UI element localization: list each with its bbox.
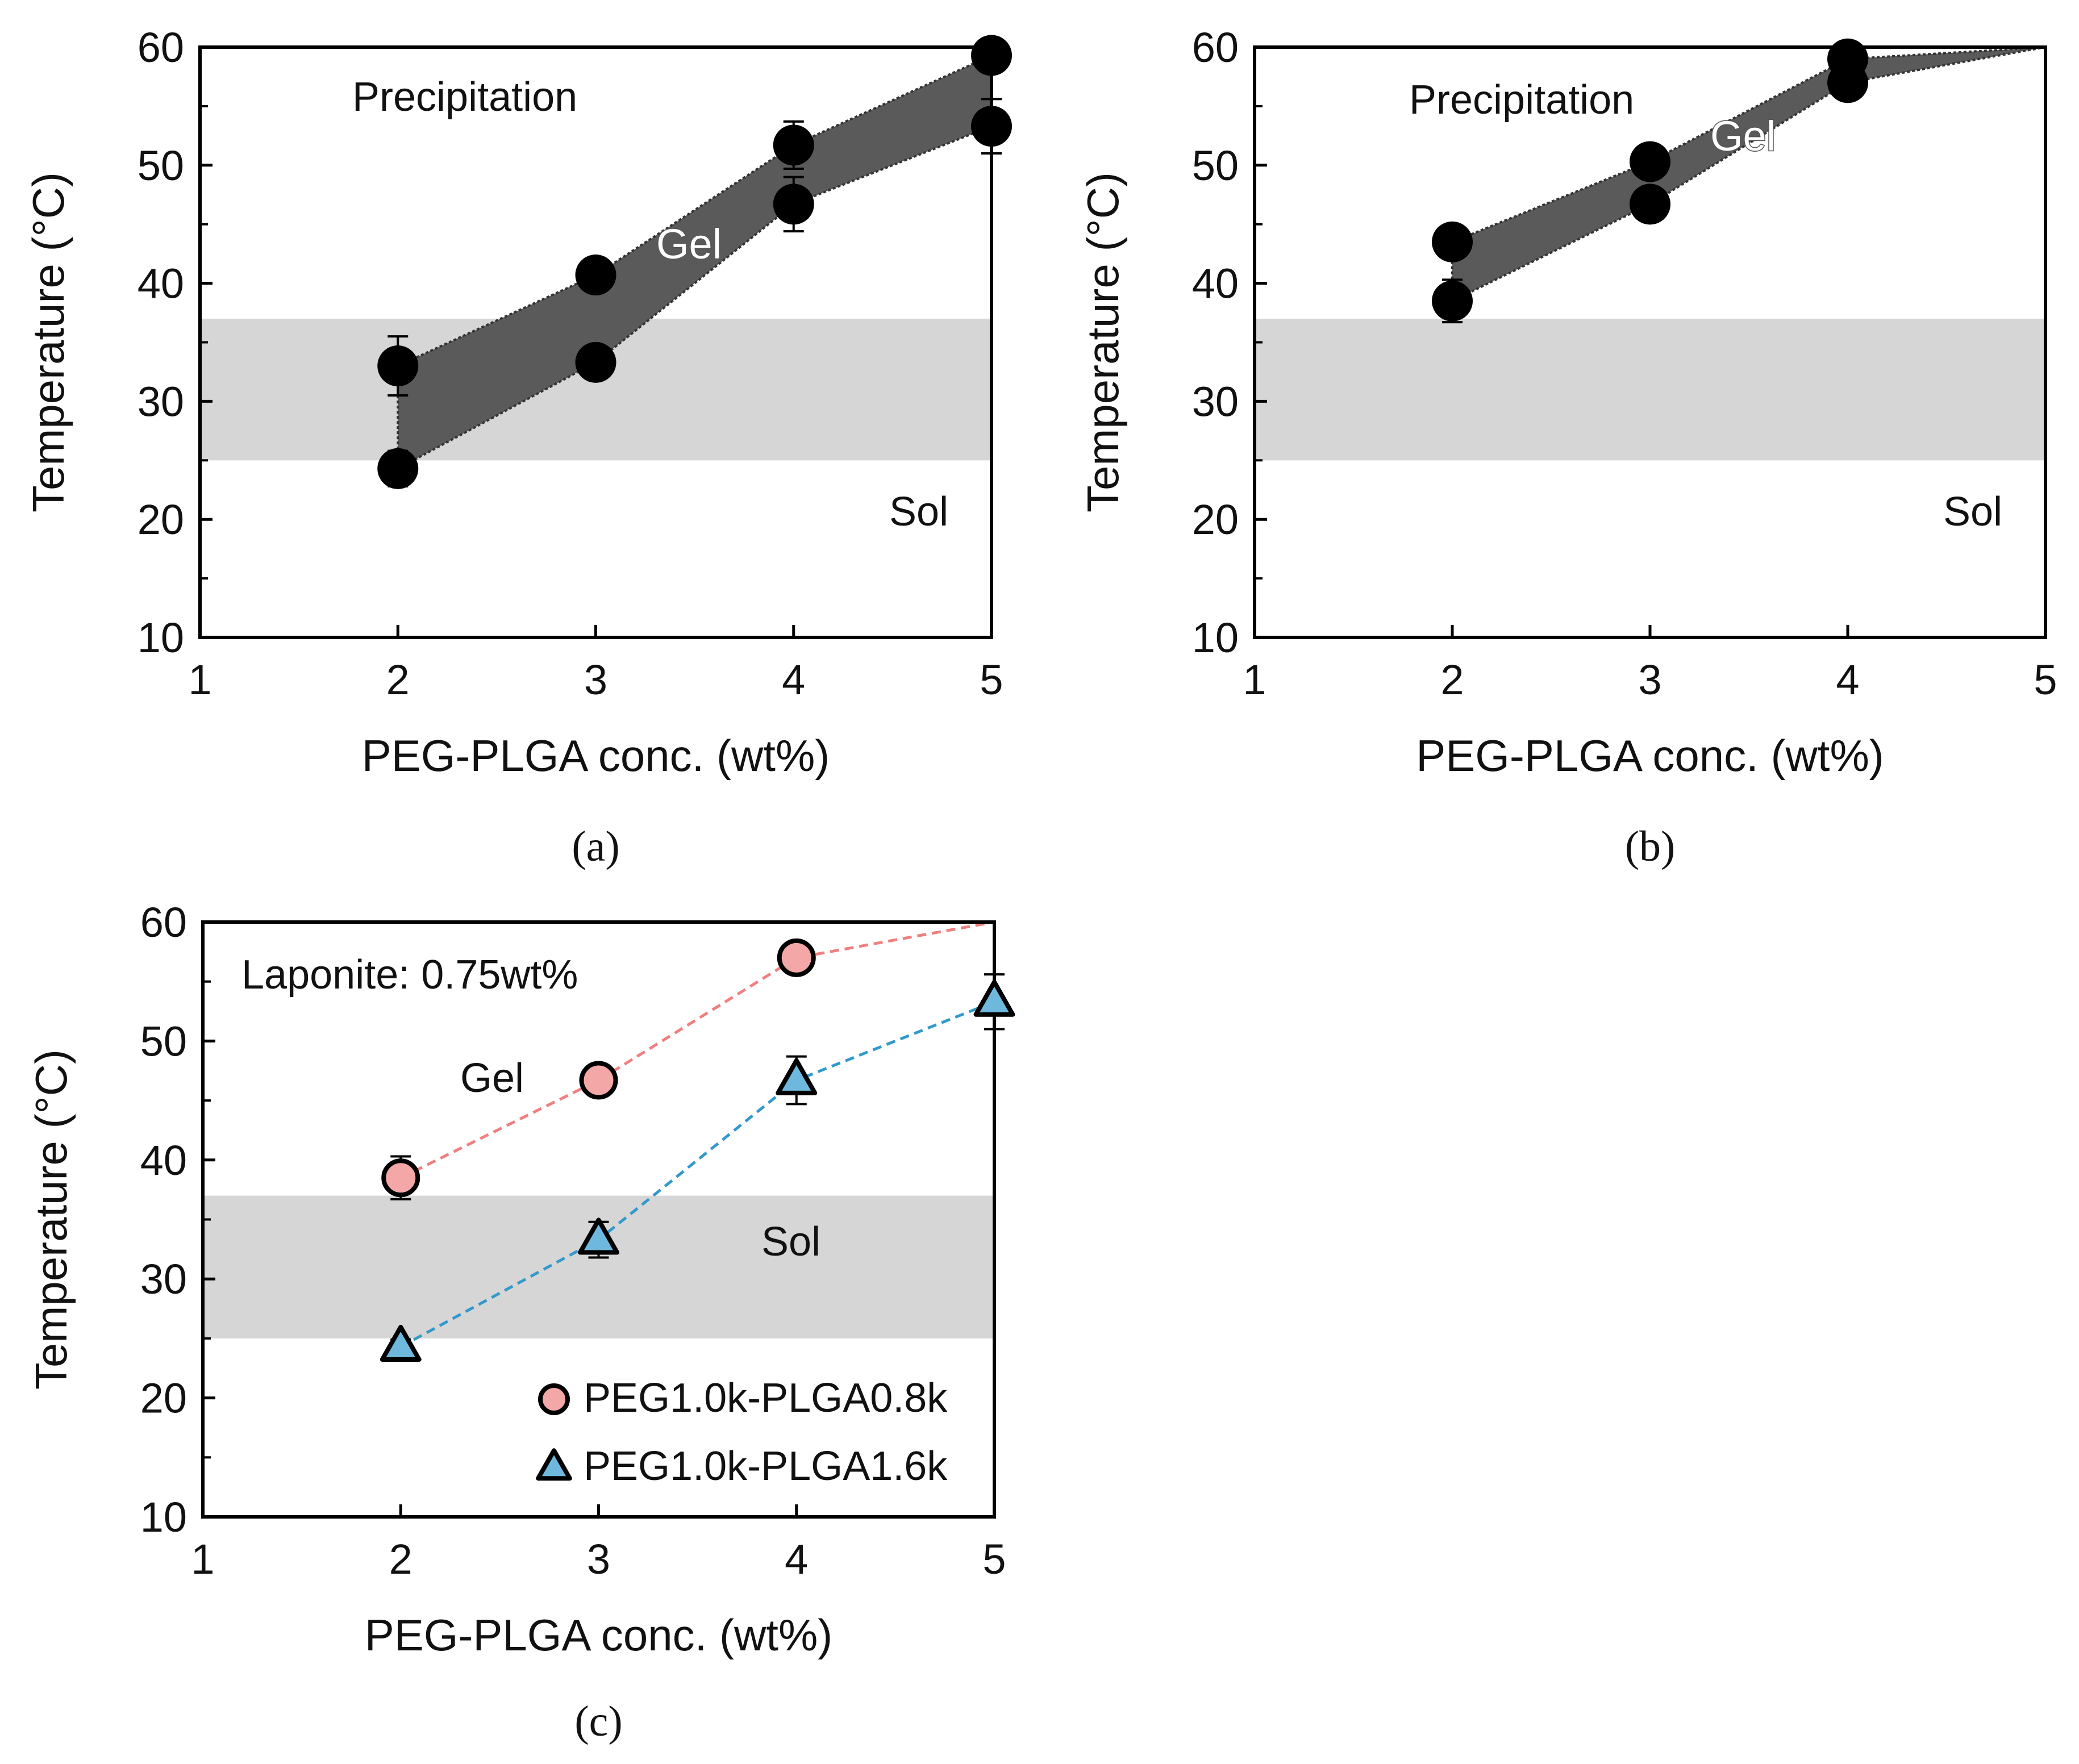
data-point-triangle: [578, 1217, 619, 1255]
y-tick-label: 40: [1192, 260, 1239, 307]
sol-label: Sol: [889, 489, 948, 535]
x-axis-title: PEG-PLGA conc. (wt%): [1416, 731, 1884, 781]
y-tick-label: 60: [140, 899, 187, 946]
data-point: [1827, 62, 1868, 103]
x-tick-label: 3: [587, 1536, 610, 1583]
x-axis-title: PEG-PLGA conc. (wt%): [362, 731, 830, 781]
chart-panel-c: 10 20 30 40 50 60 1 2 3 4 5 PEG-PLGA conc. (wt%) Tem…: [26, 899, 1015, 1745]
panel-label: (a): [572, 823, 619, 870]
legend-marker-triangle: [536, 1448, 572, 1481]
series-line: [400, 1000, 995, 1348]
data-point: [377, 448, 419, 489]
x-tick-label: 1: [1243, 656, 1266, 703]
x-tick-label: 4: [785, 1536, 808, 1583]
x-tick-label: 4: [1836, 656, 1859, 703]
legend-marker-circle: [538, 1383, 570, 1415]
x-tick-label: 2: [386, 656, 410, 703]
legend-label: PEG1.0k-PLGA1.6k: [584, 1444, 948, 1489]
x-tick-label: 5: [2034, 656, 2057, 703]
chart-panel-a: 10 20 30 40 50 60 1 2 3 4 5 PEG-PLGA conc. (wt%) Tem…: [23, 24, 1012, 870]
y-tick-label: 50: [140, 1017, 187, 1065]
y-tick-label: 20: [138, 496, 184, 543]
x-tick-label: 3: [1638, 656, 1661, 703]
y-axis-title: Temperature (°C): [26, 1049, 76, 1390]
gel-label: Gel: [656, 220, 722, 268]
data-point-triangle: [973, 979, 1015, 1017]
data-point-triangle: [380, 1324, 422, 1362]
y-tick-label: 50: [138, 142, 184, 189]
panel-label: (c): [574, 1698, 622, 1745]
data-point-circle: [579, 1061, 618, 1100]
data-point-circle: [777, 938, 816, 977]
x-tick-label: 5: [982, 1536, 1006, 1583]
y-tick-label: 60: [1192, 24, 1239, 71]
gel-label: Gel: [1710, 112, 1776, 160]
y-tick-label: 30: [140, 1256, 187, 1303]
data-point: [773, 184, 814, 225]
data-point: [1630, 184, 1670, 225]
data-point-circle: [381, 1158, 420, 1198]
data-point: [575, 255, 616, 296]
data-point: [575, 341, 616, 383]
x-tick-label: 3: [584, 656, 607, 703]
gel-label: Gel: [460, 1056, 524, 1101]
y-tick-label: 40: [138, 260, 184, 307]
y-axis-title: Temperature (°C): [23, 172, 73, 512]
panel-label: (b): [1625, 823, 1676, 870]
x-tick-label: 2: [389, 1536, 413, 1583]
y-axis-title: Temperature (°C): [1078, 172, 1128, 512]
data-point: [1432, 221, 1473, 262]
series-line: [400, 920, 995, 1179]
precipitation-label: Precipitation: [352, 74, 577, 120]
y-tick-label: 10: [1192, 614, 1239, 661]
legend: PEG1.0k-PLGA0.8k PEG1.0k-PLGA1.6k: [536, 1375, 948, 1489]
y-tick-label: 20: [1192, 496, 1239, 543]
data-point: [1432, 280, 1473, 322]
x-tick-label: 1: [188, 656, 211, 703]
temperature-band: [1255, 318, 2045, 461]
x-tick-label: 2: [1440, 656, 1464, 703]
data-point: [377, 345, 419, 387]
y-tick-label: 10: [140, 1494, 187, 1541]
y-tick-label: 10: [138, 614, 184, 661]
precipitation-label: Precipitation: [1409, 77, 1634, 123]
temperature-band: [203, 1195, 994, 1338]
data-point: [773, 124, 814, 166]
annotation-laponite: Laponite: 0.75wt%: [241, 952, 578, 998]
x-tick-label: 4: [782, 656, 805, 703]
data-point-triangle: [776, 1058, 818, 1095]
chart-panel-b: 10 20 30 40 50 60 1 2 3 4 5 PEG-PLGA conc. (wt%) Tem…: [1078, 24, 2057, 870]
sol-label: Sol: [1943, 489, 2002, 535]
y-tick-label: 40: [140, 1137, 187, 1184]
legend-label: PEG1.0k-PLGA0.8k: [584, 1375, 948, 1421]
x-tick-label: 1: [191, 1536, 214, 1583]
data-point: [1630, 141, 1670, 182]
sol-label: Sol: [761, 1219, 820, 1265]
data-point: [971, 35, 1012, 76]
y-tick-label: 30: [1192, 378, 1239, 425]
x-tick-label: 5: [980, 656, 1003, 703]
x-axis-title: PEG-PLGA conc. (wt%): [365, 1610, 833, 1660]
y-tick-label: 50: [1192, 142, 1239, 189]
y-tick-label: 60: [138, 24, 184, 71]
y-tick-label: 20: [140, 1375, 187, 1422]
data-point: [971, 106, 1012, 147]
y-tick-label: 30: [138, 378, 184, 425]
